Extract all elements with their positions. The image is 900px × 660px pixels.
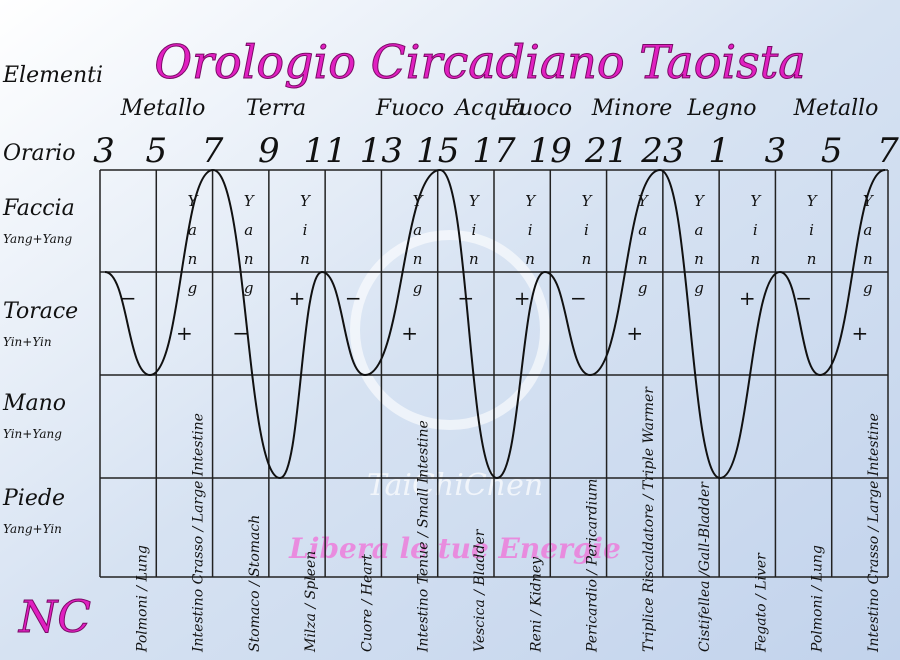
polarity-text: Yang <box>859 192 877 308</box>
hour-label: 3 <box>93 131 115 171</box>
hour-label: 13 <box>360 131 403 171</box>
torace-sign: + <box>851 321 868 345</box>
hour-label: 7 <box>877 131 899 171</box>
meridian-label: Fegato / Liver <box>753 552 769 653</box>
row-sublabel: Yin+Yang <box>3 427 62 441</box>
hour-label: 1 <box>708 131 730 171</box>
hour-label: 7 <box>202 131 224 171</box>
torace-sign: + <box>739 286 756 310</box>
polarity-text: Yin <box>746 192 764 279</box>
row-label: Torace <box>3 299 78 324</box>
meridian-label: Pericardio / Pericardium <box>585 479 601 653</box>
row-sublabel: Yang+Yin <box>3 522 62 536</box>
hour-label: 19 <box>529 131 572 171</box>
row-label: Mano <box>2 391 66 416</box>
polarity-text: Yang <box>183 192 201 308</box>
logo: NC <box>18 592 91 643</box>
meridian-label: Intestino Tenue / Small Intestine <box>416 420 432 653</box>
energy-wave <box>104 168 886 480</box>
row-sublabel: Yin+Yin <box>3 335 52 349</box>
torace-sign: + <box>289 286 306 310</box>
hour-label: 3 <box>765 131 787 171</box>
element-label: Metallo <box>120 96 206 121</box>
hour-label: 9 <box>258 131 280 171</box>
row-sublabel: Yang+Yang <box>3 232 72 246</box>
torace-sign: + <box>626 321 643 345</box>
meridian-label: Reni / Kidney <box>528 556 544 653</box>
polarity-text: Yang <box>240 192 258 308</box>
watermark-emblem <box>350 230 550 430</box>
slogan: Libera le tue Energie <box>288 532 621 565</box>
title: Orologio Circadiano Taoista <box>154 35 805 89</box>
torace-sign: + <box>514 286 531 310</box>
meridian-label: Intestino Crasso / Large Intestine <box>866 413 882 653</box>
torace-sign: + <box>401 321 418 345</box>
hour-label: 23 <box>640 131 684 171</box>
meridian-label: Milza / Spleen <box>303 551 319 653</box>
polarity-text: Yin <box>803 192 821 279</box>
row-label: Faccia <box>2 196 75 221</box>
element-label: Fuoco <box>375 96 444 121</box>
torace-sign: + <box>176 321 193 345</box>
element-label: Minore <box>591 96 673 121</box>
torace-sign: − <box>120 286 137 310</box>
polarity-text: Yin <box>521 192 539 279</box>
torace-sign: − <box>795 286 812 310</box>
element-label: Fuoco <box>503 96 572 121</box>
meridian-label: Cistifellea /Gall-Bladder <box>697 481 713 652</box>
meridian-label: Stomaco / Stomach <box>247 515 263 652</box>
elements-label: Elementi <box>2 63 103 88</box>
hour-label: 5 <box>821 131 843 171</box>
hour-label: 11 <box>304 131 347 171</box>
meridian-label: Intestino Crasso / Large Intestine <box>191 413 207 653</box>
watermark: TaiChiChen <box>367 468 543 503</box>
polarity-text: Yin <box>465 192 483 279</box>
meridian-label: Triplice Riscaldatore / Triple Warmer <box>641 386 657 652</box>
element-label: Metallo <box>793 96 879 121</box>
hours-label: Orario <box>3 141 75 166</box>
meridian-label: Polmoni / Lung <box>810 545 826 653</box>
element-label: Terra <box>246 96 306 121</box>
polarity-text: Yang <box>690 192 708 308</box>
meridian-label: Polmoni / Lung <box>134 545 150 653</box>
row-label: Piede <box>2 486 65 511</box>
polarity-text: Yin <box>296 192 314 279</box>
hour-label: 15 <box>416 131 459 171</box>
torace-sign: − <box>457 286 474 310</box>
polarity-text: Yang <box>409 192 427 308</box>
torace-sign: − <box>232 321 249 345</box>
hour-label: 21 <box>584 131 628 171</box>
meridian-label: Cuore / Heart <box>359 554 375 652</box>
torace-sign: − <box>570 286 587 310</box>
polarity-text: Yin <box>577 192 595 279</box>
element-label: Legno <box>686 96 756 121</box>
meridian-label: Vescica / Bladder <box>472 528 488 652</box>
hour-label: 5 <box>145 131 167 171</box>
polarity-text: Yang <box>634 192 652 308</box>
element-label: Acqua <box>453 96 525 121</box>
hour-label: 17 <box>472 131 516 171</box>
torace-sign: − <box>345 286 362 310</box>
